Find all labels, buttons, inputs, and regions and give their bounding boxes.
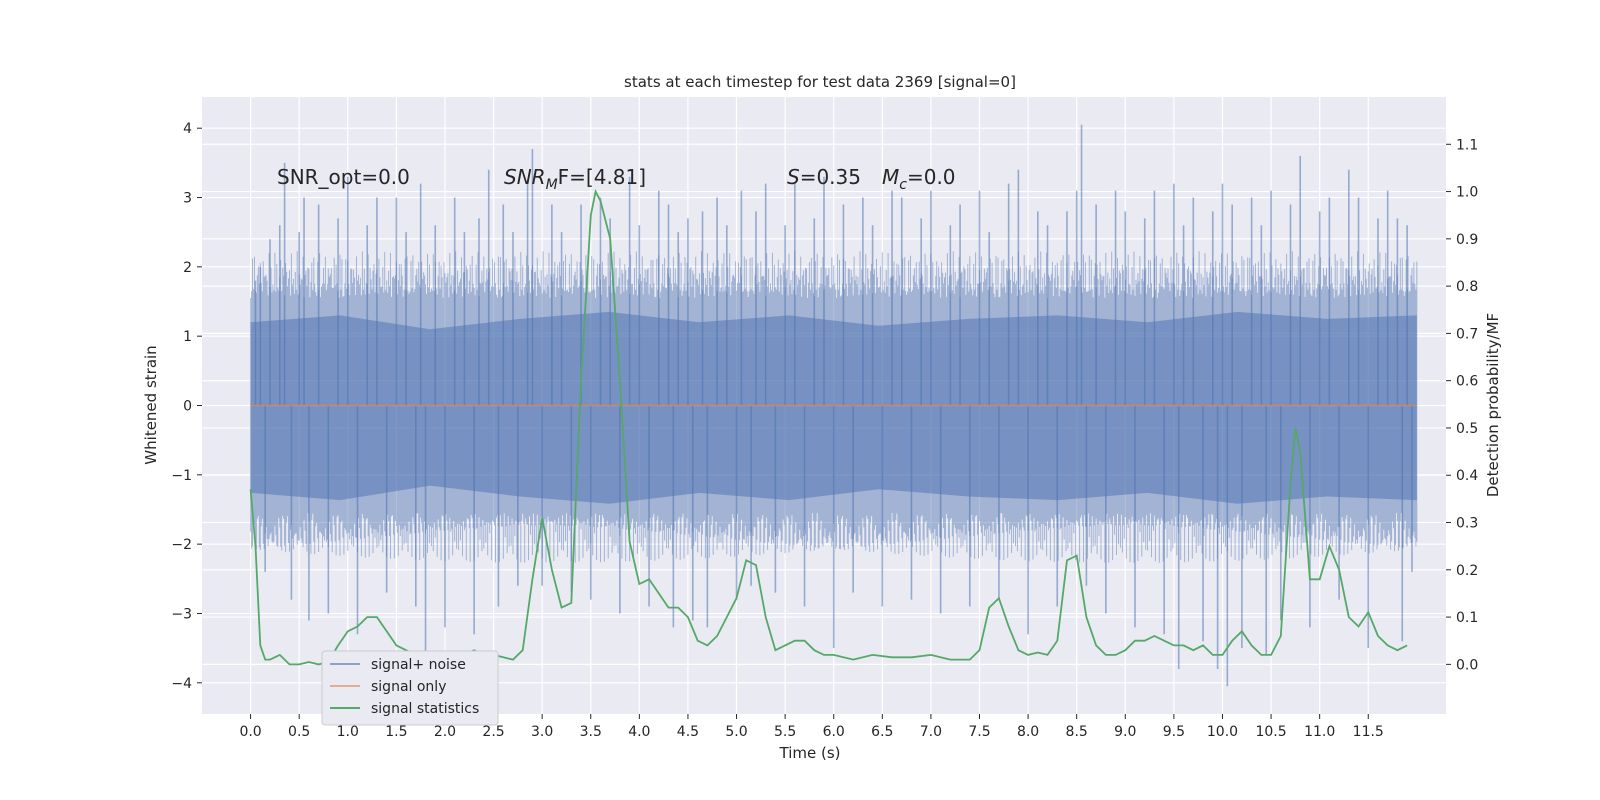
chart-title: stats at each timestep for test data 236… — [624, 73, 1016, 91]
y-right-tick-label: 1.0 — [1456, 185, 1478, 201]
y-left-tick-label: −4 — [171, 676, 192, 692]
y-left-tick-label: −2 — [171, 537, 192, 553]
y-right-tick-label: 0.3 — [1456, 516, 1478, 532]
y-right-tick-label: 0.5 — [1456, 421, 1478, 437]
x-tick-label: 7.0 — [920, 724, 942, 740]
x-tick-label: 6.5 — [871, 724, 893, 740]
x-tick-label: 0.5 — [288, 724, 310, 740]
annotation-snr-mf: SNRMF=[4.81] — [504, 165, 646, 193]
x-tick-label: 4.5 — [677, 724, 699, 740]
y-right-tick-label: 0.0 — [1456, 657, 1478, 673]
legend-label-signal-noise: signal+ noise — [371, 657, 466, 673]
x-tick-label: 8.0 — [1017, 724, 1039, 740]
x-axis-ticks: 0.0 0.5 1.0 1.5 2.0 2.5 3.0 3.5 4.0 4.5 5.0 5.5 6.0 6… — [239, 714, 1384, 740]
y-right-tick-label: 1.1 — [1456, 137, 1478, 153]
x-tick-label: 11.0 — [1304, 724, 1335, 740]
y-left-tick-label: 3 — [183, 191, 192, 207]
x-tick-label: 0.0 — [239, 724, 261, 740]
series-signal-noise — [250, 124, 1418, 687]
x-tick-label: 4.0 — [628, 724, 650, 740]
y-right-tick-label: 0.6 — [1456, 374, 1478, 390]
x-tick-label: 11.5 — [1353, 724, 1384, 740]
y-right-tick-label: 0.8 — [1456, 279, 1478, 295]
y-right-tick-label: 0.4 — [1456, 468, 1478, 484]
annotation-snr-opt: SNR_opt=0.0 — [277, 165, 410, 189]
y-left-axis-ticks: −4 −3 −2 −1 0 1 2 3 4 — [171, 121, 202, 692]
x-tick-label: 3.0 — [531, 724, 553, 740]
annotation-s: S=0.35 — [787, 165, 861, 189]
legend: signal+ noise signal only signal statist… — [321, 650, 499, 726]
x-tick-label: 7.5 — [968, 724, 990, 740]
x-tick-label: 10.0 — [1207, 724, 1238, 740]
x-tick-label: 2.5 — [482, 724, 504, 740]
y-left-tick-label: 4 — [183, 121, 192, 137]
x-tick-label: 1.0 — [337, 724, 359, 740]
legend-label-signal-only: signal only — [371, 679, 446, 695]
y-right-axis-ticks: 0.0 0.1 0.2 0.3 0.4 0.5 0.6 0.7 0.8 0.9 1.0 1.1 — [1446, 137, 1478, 673]
y-right-tick-label: 0.7 — [1456, 326, 1478, 342]
y-right-tick-label: 0.2 — [1456, 563, 1478, 579]
y-right-axis-label: Detection probability/MF — [1484, 313, 1502, 497]
y-right-tick-label: 0.9 — [1456, 232, 1478, 248]
x-tick-label: 1.5 — [385, 724, 407, 740]
legend-label-signal-statistics: signal statistics — [371, 701, 479, 717]
x-tick-label: 5.0 — [725, 724, 747, 740]
x-tick-label: 2.0 — [434, 724, 456, 740]
y-left-tick-label: 2 — [183, 260, 192, 276]
x-tick-label: 3.5 — [580, 724, 602, 740]
x-axis-label: Time (s) — [779, 744, 841, 762]
x-tick-label: 9.0 — [1114, 724, 1136, 740]
x-tick-label: 5.5 — [774, 724, 796, 740]
y-left-tick-label: 1 — [183, 329, 192, 345]
x-tick-label: 8.5 — [1066, 724, 1088, 740]
legend-box — [321, 650, 499, 726]
x-tick-label: 10.5 — [1255, 724, 1286, 740]
y-left-tick-label: 0 — [183, 399, 192, 415]
y-left-tick-label: −1 — [171, 468, 192, 484]
y-left-axis-label: Whitened strain — [142, 345, 160, 464]
x-tick-label: 9.5 — [1163, 724, 1185, 740]
annotation-mc: Mc=0.0 — [882, 165, 956, 193]
y-left-tick-label: −3 — [171, 606, 192, 622]
y-right-tick-label: 0.1 — [1456, 610, 1478, 626]
x-tick-label: 6.0 — [823, 724, 845, 740]
